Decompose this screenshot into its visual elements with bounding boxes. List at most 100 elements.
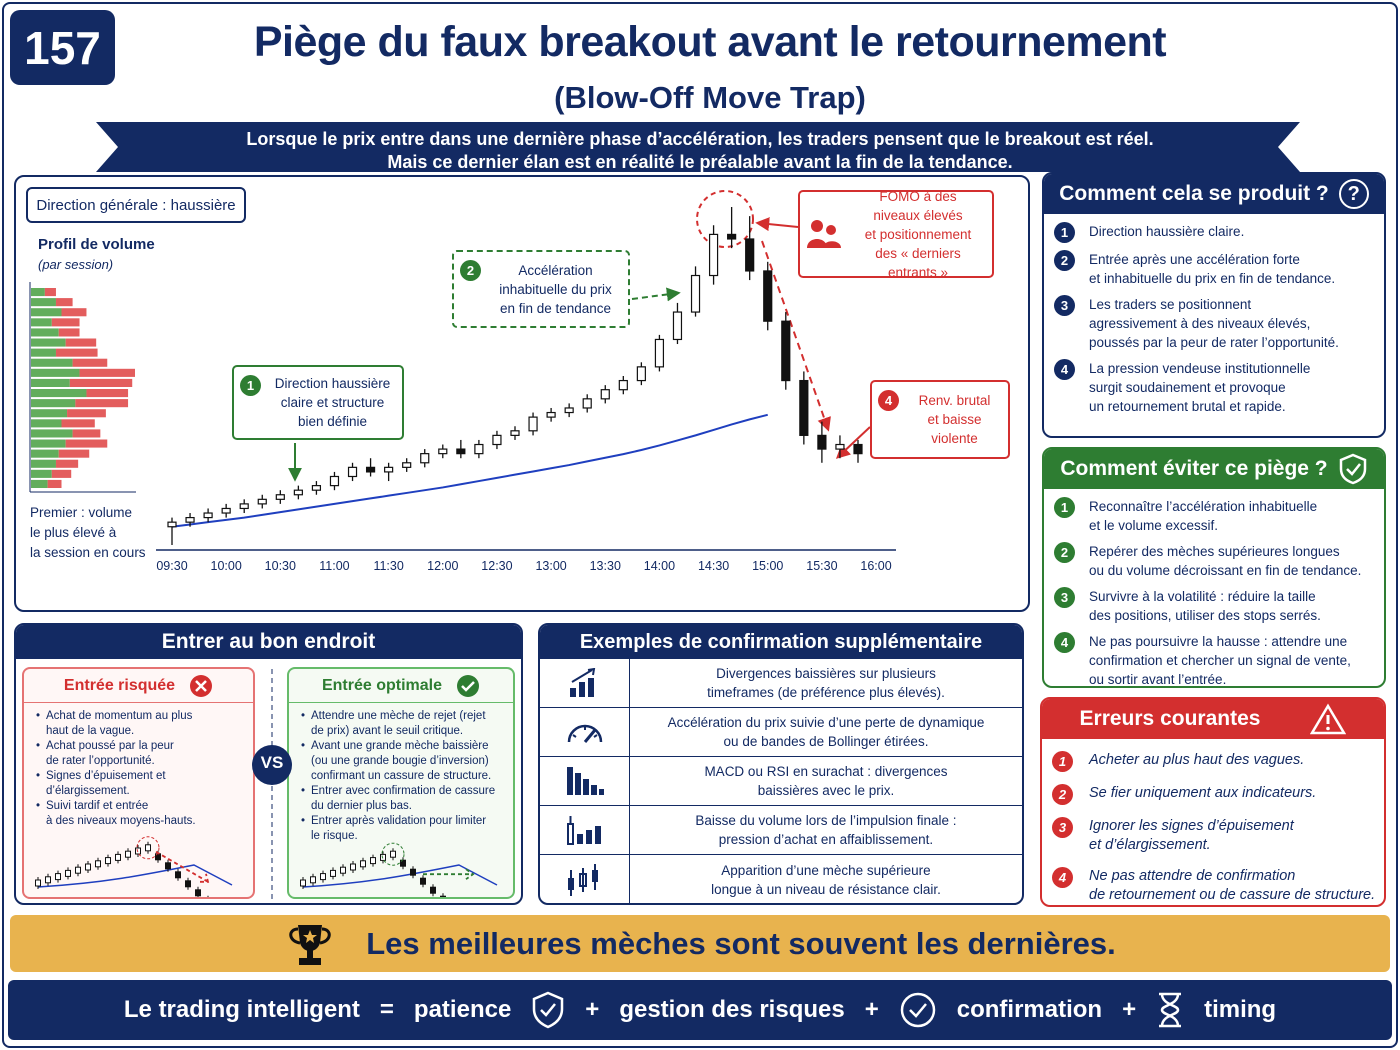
volume-sell <box>75 399 129 408</box>
bars-up-icon <box>569 668 595 697</box>
callout-line: Direction haussière <box>274 376 391 391</box>
illustration-candle <box>135 847 141 855</box>
bullet: Achat de momentum au plus haut de la vagu… <box>36 709 245 739</box>
entry-panel: Entrer au bon endroit Entrée risquée Ach… <box>14 623 523 905</box>
volume-title: Profil de volume <box>38 236 155 253</box>
x-tick-label: 15:00 <box>752 559 783 573</box>
callout-line: inhabituelle du prix <box>499 281 612 297</box>
example-icon <box>540 855 630 903</box>
x-tick-label: 10:30 <box>265 559 296 573</box>
item-text-line: ou sortir avant l’entrée. <box>1089 672 1227 687</box>
illustration-candle <box>115 853 121 861</box>
candle-body <box>654 338 665 368</box>
volume-sell <box>72 358 108 367</box>
risky-title: Entrée risquée <box>63 676 176 694</box>
illustration-candle <box>310 876 316 884</box>
example-text: Baisse du volume lors de l’impulsion fin… <box>630 806 1022 854</box>
item-number: 1 <box>1052 751 1073 772</box>
example-row: Divergences baissières sur plusieurs time… <box>540 659 1022 708</box>
item-text: Direction haussière claire. <box>1089 222 1244 241</box>
item-text-line: Survivre à la volatilité : réduire la ta… <box>1089 589 1316 604</box>
volume-note: la session en cours <box>30 545 146 560</box>
footer-text: + <box>585 996 600 1023</box>
trophy-icon <box>289 924 331 965</box>
illustration-candle <box>370 857 376 865</box>
candle-body <box>365 466 376 473</box>
item-text-line: Reconnaître l’accélération inhabituelle <box>1089 499 1318 514</box>
callout-line: Accélération <box>518 262 593 278</box>
example-text-line: Accélération du prix suivie d’une perte … <box>667 715 985 730</box>
panel-header: Erreurs courantes <box>1042 699 1384 739</box>
callout-text: Direction haussière claire et structure bi… <box>269 374 396 431</box>
illustration-candle <box>105 857 111 865</box>
item-text-line: des positions, utiliser des stops serrés… <box>1089 608 1321 623</box>
candle-body <box>221 507 231 514</box>
examples-panel: Exemples de confirmation supplémentaire … <box>538 623 1024 905</box>
candle-body <box>293 489 303 496</box>
volume-buy <box>31 378 70 387</box>
item-text-line: poussés par la peur de rater l’opportuni… <box>1089 335 1339 350</box>
candle-body <box>239 503 249 510</box>
optimal-box: Entrée optimale Attendre une mèche de re… <box>287 667 515 899</box>
shield-icon <box>1339 453 1366 485</box>
example-text-line: MACD ou RSI en surachat : divergences <box>704 764 948 779</box>
optimal-header: Entrée optimale <box>289 669 513 703</box>
illustration-candle <box>55 873 61 881</box>
volume-sell <box>51 318 80 327</box>
bullet-line: Attendre une mèche de rejet (rejet <box>311 710 486 722</box>
item-text-line: agressivement à des niveaux élevés, <box>1089 316 1311 331</box>
volume-buy <box>31 479 48 488</box>
bullet-line: Entrer avec confirmation de cassure <box>311 785 496 797</box>
example-text-line: longue à un niveau de résistance clair. <box>711 881 941 897</box>
illustration-candle <box>165 862 171 870</box>
panel-title: Comment éviter ce piège ? <box>1060 457 1328 480</box>
list-item: 1 Direction haussière claire. <box>1054 222 1376 243</box>
volume-buy <box>31 328 59 337</box>
item-text-line: et d’élargissement. <box>1089 837 1211 853</box>
illustration-line <box>302 864 498 888</box>
callout-line: des « derniers entrants » <box>875 245 961 280</box>
warning-icon <box>1310 703 1347 735</box>
callout-number: 2 <box>460 260 481 281</box>
illustration-circle <box>381 842 405 866</box>
volume-subtitle: (par session) <box>38 257 113 272</box>
bullet-line: Signes d’épuisement et <box>46 770 166 782</box>
volume-sell <box>44 288 56 297</box>
example-rows: Divergences baissières sur plusieurs time… <box>540 659 1022 903</box>
badge: 157 <box>10 10 115 85</box>
example-text-line: Divergences baissières sur plusieurs <box>716 666 936 681</box>
gauge-icon <box>567 724 602 743</box>
quote: Les meilleures mèches sont souvent les d… <box>366 925 1116 961</box>
volume-buy <box>31 409 68 418</box>
candle-body <box>690 274 701 313</box>
item-text-line: Repérer des mèches supérieures longues <box>1089 544 1340 559</box>
x-tick-label: 13:30 <box>590 559 621 573</box>
candle-body <box>600 389 610 400</box>
item-number: 4 <box>1052 867 1073 888</box>
example-row: Apparition d’une mèche supérieure longue … <box>540 855 1022 903</box>
bullet-line: d’élargissement. <box>46 785 130 797</box>
candle-body <box>420 453 430 464</box>
volume-buy <box>31 459 56 468</box>
item-text: Les traders se positionnent agressivement… <box>1089 295 1339 352</box>
volume-buy <box>31 318 52 327</box>
volume-buy <box>31 469 52 478</box>
candle-body <box>745 238 755 272</box>
x-tick-label: 11:00 <box>319 559 349 573</box>
callout-number: 1 <box>240 375 261 396</box>
example-text: Apparition d’une mèche supérieure longue … <box>630 855 1022 903</box>
volume-buy <box>31 368 80 377</box>
hourglass-icon <box>1159 992 1182 1028</box>
item-text-line: surgit soudainement et provoque <box>1089 380 1286 395</box>
callout: 1 Direction haussière claire et structure b… <box>232 365 404 440</box>
bullet-line: Suivi tardif et entrée <box>46 800 149 812</box>
bullet: Entrer après validation pour limiter le r… <box>301 814 505 844</box>
item-text-line: confirmation et chercher un signal de ve… <box>1089 653 1351 668</box>
wick-icon <box>567 863 598 896</box>
item-list: 1 Direction haussière claire. 2 Entrée aprè… <box>1044 214 1384 416</box>
volume-buy <box>31 288 45 297</box>
volume-buy <box>31 348 56 357</box>
callout-number: 4 <box>878 390 899 411</box>
list-item: 4 La pression vendeuse institutionnelle su… <box>1054 359 1376 416</box>
illustration-candle <box>185 880 191 888</box>
